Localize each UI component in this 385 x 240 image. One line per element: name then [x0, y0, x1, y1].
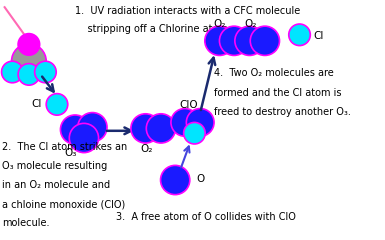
- Text: formed and the Cl atom is: formed and the Cl atom is: [214, 88, 341, 98]
- Ellipse shape: [235, 26, 264, 55]
- Text: molecule.: molecule.: [2, 218, 49, 228]
- Ellipse shape: [146, 114, 176, 143]
- Text: 2.  The Cl atom strikes an: 2. The Cl atom strikes an: [2, 142, 127, 152]
- Text: O₂: O₂: [214, 19, 226, 29]
- Text: stripping off a Chlorine atom.: stripping off a Chlorine atom.: [75, 24, 231, 34]
- Ellipse shape: [171, 108, 199, 136]
- Text: O₃: O₃: [65, 148, 77, 158]
- Text: in an O₂ molecule and: in an O₂ molecule and: [2, 180, 110, 190]
- Text: Cl: Cl: [314, 30, 324, 41]
- Ellipse shape: [161, 165, 190, 195]
- Ellipse shape: [78, 113, 107, 142]
- Ellipse shape: [184, 122, 205, 144]
- Ellipse shape: [18, 64, 40, 85]
- Ellipse shape: [60, 115, 90, 144]
- Text: freed to destroy another O₃.: freed to destroy another O₃.: [214, 107, 351, 117]
- Ellipse shape: [289, 24, 310, 46]
- Text: O₂: O₂: [244, 19, 257, 29]
- Ellipse shape: [219, 26, 249, 55]
- Text: O: O: [196, 174, 204, 184]
- Ellipse shape: [35, 61, 56, 83]
- Ellipse shape: [186, 108, 214, 136]
- Text: 4.  Two O₂ molecules are: 4. Two O₂ molecules are: [214, 68, 333, 78]
- Ellipse shape: [2, 61, 23, 83]
- Text: 1.  UV radiation interacts with a CFC molecule: 1. UV radiation interacts with a CFC mol…: [75, 6, 300, 16]
- Ellipse shape: [250, 26, 280, 55]
- Ellipse shape: [12, 44, 46, 78]
- Ellipse shape: [131, 114, 160, 143]
- Ellipse shape: [205, 26, 234, 55]
- Text: ClO: ClO: [179, 100, 198, 110]
- Text: 3.  A free atom of O collides with ClO: 3. A free atom of O collides with ClO: [116, 212, 295, 222]
- Ellipse shape: [46, 94, 68, 115]
- Text: O₂: O₂: [141, 144, 153, 154]
- Text: Cl: Cl: [31, 99, 42, 109]
- Text: O₃ molecule resulting: O₃ molecule resulting: [2, 161, 107, 171]
- Text: a chloine monoxide (ClO): a chloine monoxide (ClO): [2, 199, 125, 209]
- Ellipse shape: [18, 34, 40, 55]
- Ellipse shape: [69, 123, 99, 153]
